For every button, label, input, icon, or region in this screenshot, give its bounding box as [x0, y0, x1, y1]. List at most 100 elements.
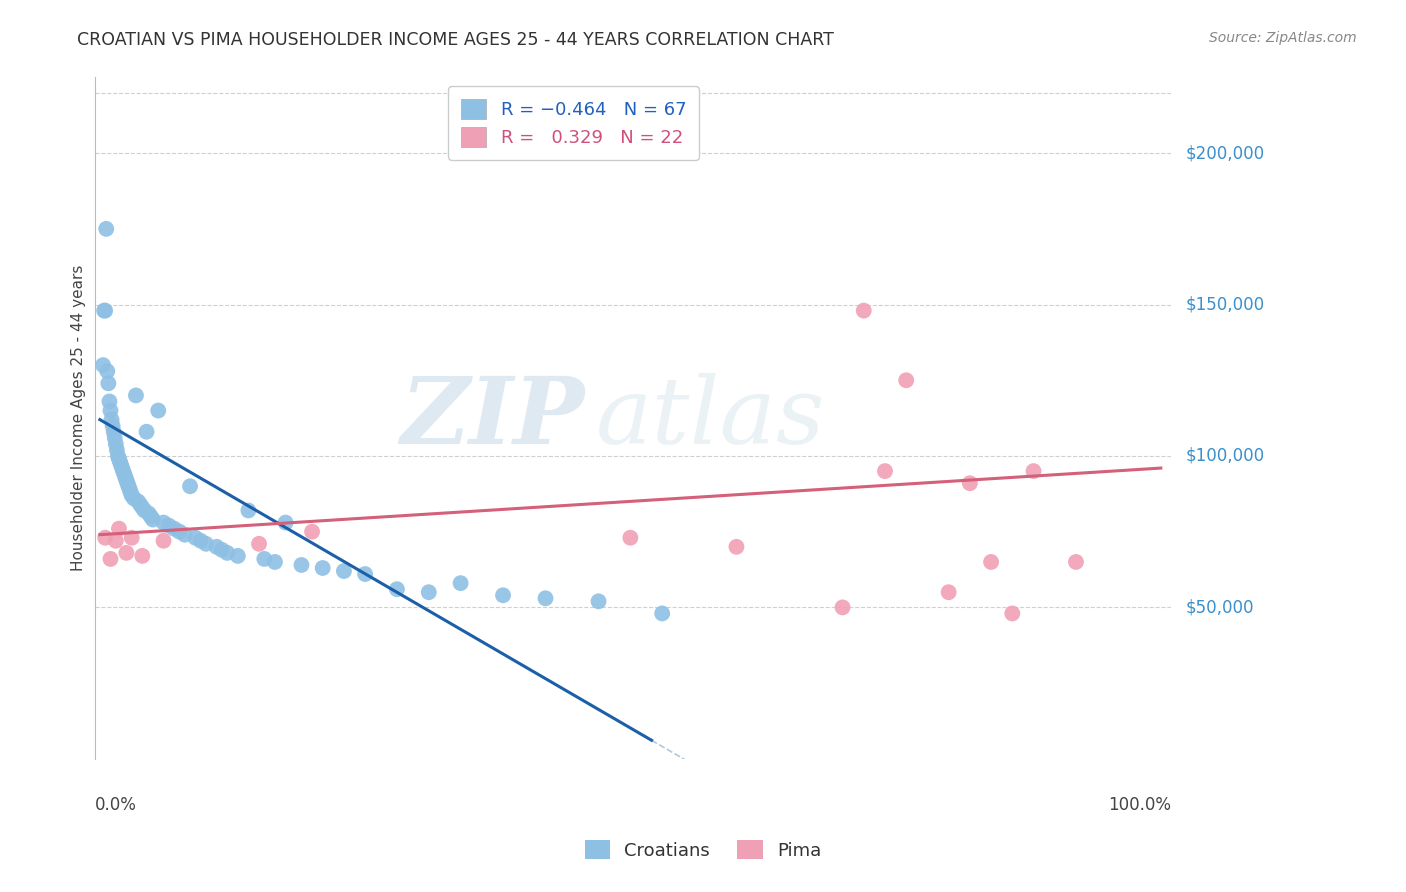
- Legend: R = −0.464   N = 67, R =   0.329   N = 22: R = −0.464 N = 67, R = 0.329 N = 22: [449, 87, 699, 160]
- Text: CROATIAN VS PIMA HOUSEHOLDER INCOME AGES 25 - 44 YEARS CORRELATION CHART: CROATIAN VS PIMA HOUSEHOLDER INCOME AGES…: [77, 31, 834, 49]
- Point: [100, 403, 122, 417]
- Point: [274, 516, 297, 530]
- Point: [135, 425, 157, 439]
- Point: [896, 373, 918, 387]
- Point: [152, 516, 174, 530]
- Point: [959, 476, 981, 491]
- Point: [121, 531, 143, 545]
- Point: [108, 452, 131, 467]
- Point: [619, 531, 641, 545]
- Point: [96, 222, 118, 236]
- Point: [104, 533, 127, 548]
- Point: [96, 364, 118, 378]
- Point: [290, 558, 312, 572]
- Point: [418, 585, 440, 599]
- Point: [938, 585, 960, 599]
- Point: [852, 303, 875, 318]
- Point: [588, 594, 610, 608]
- Point: [129, 497, 152, 511]
- Point: [725, 540, 748, 554]
- Point: [120, 485, 142, 500]
- Point: [112, 467, 135, 482]
- Point: [211, 542, 233, 557]
- Text: $50,000: $50,000: [1185, 599, 1254, 616]
- Point: [121, 488, 143, 502]
- Point: [194, 537, 217, 551]
- Point: [108, 455, 131, 469]
- Point: [238, 503, 260, 517]
- Text: ZIP: ZIP: [401, 373, 585, 463]
- Point: [139, 509, 162, 524]
- Point: [184, 531, 207, 545]
- Point: [131, 500, 153, 515]
- Point: [115, 473, 138, 487]
- Text: 0.0%: 0.0%: [94, 797, 136, 814]
- Point: [163, 522, 186, 536]
- Point: [831, 600, 853, 615]
- Point: [1001, 607, 1024, 621]
- Point: [117, 476, 139, 491]
- Point: [100, 412, 122, 426]
- Point: [148, 403, 170, 417]
- Point: [217, 546, 239, 560]
- Point: [100, 552, 122, 566]
- Point: [111, 461, 134, 475]
- Point: [205, 540, 228, 554]
- Point: [385, 582, 408, 597]
- Point: [169, 524, 191, 539]
- Y-axis label: Householder Income Ages 25 - 44 years: Householder Income Ages 25 - 44 years: [72, 265, 86, 571]
- Point: [110, 458, 132, 472]
- Point: [312, 561, 335, 575]
- Point: [117, 479, 139, 493]
- Point: [138, 507, 160, 521]
- Point: [131, 549, 153, 563]
- Point: [264, 555, 287, 569]
- Point: [247, 537, 270, 551]
- Point: [190, 533, 212, 548]
- Point: [91, 358, 114, 372]
- Point: [98, 394, 121, 409]
- Point: [179, 479, 201, 493]
- Point: [980, 555, 1002, 569]
- Point: [873, 464, 896, 478]
- Point: [226, 549, 249, 563]
- Point: [94, 531, 117, 545]
- Point: [134, 503, 156, 517]
- Point: [112, 464, 135, 478]
- Point: [97, 376, 120, 391]
- Point: [94, 303, 117, 318]
- Point: [104, 437, 127, 451]
- Point: [301, 524, 323, 539]
- Point: [333, 564, 356, 578]
- Point: [127, 494, 149, 508]
- Text: Source: ZipAtlas.com: Source: ZipAtlas.com: [1209, 31, 1357, 45]
- Point: [101, 418, 124, 433]
- Point: [1022, 464, 1045, 478]
- Text: $200,000: $200,000: [1185, 145, 1264, 162]
- Legend: Croatians, Pima: Croatians, Pima: [578, 832, 828, 867]
- Point: [108, 522, 131, 536]
- Point: [122, 491, 145, 506]
- Point: [114, 470, 136, 484]
- Text: 100.0%: 100.0%: [1108, 797, 1171, 814]
- Point: [157, 518, 180, 533]
- Point: [152, 533, 174, 548]
- Point: [104, 431, 127, 445]
- Text: $100,000: $100,000: [1185, 447, 1264, 465]
- Point: [534, 591, 557, 606]
- Point: [142, 512, 165, 526]
- Point: [450, 576, 472, 591]
- Text: atlas: atlas: [595, 373, 825, 463]
- Point: [492, 588, 515, 602]
- Point: [253, 552, 276, 566]
- Point: [107, 449, 129, 463]
- Point: [105, 442, 128, 457]
- Point: [125, 388, 148, 402]
- Point: [118, 483, 141, 497]
- Point: [651, 607, 673, 621]
- Text: $150,000: $150,000: [1185, 295, 1264, 314]
- Point: [103, 425, 125, 439]
- Point: [354, 567, 377, 582]
- Point: [173, 527, 195, 541]
- Point: [115, 546, 138, 560]
